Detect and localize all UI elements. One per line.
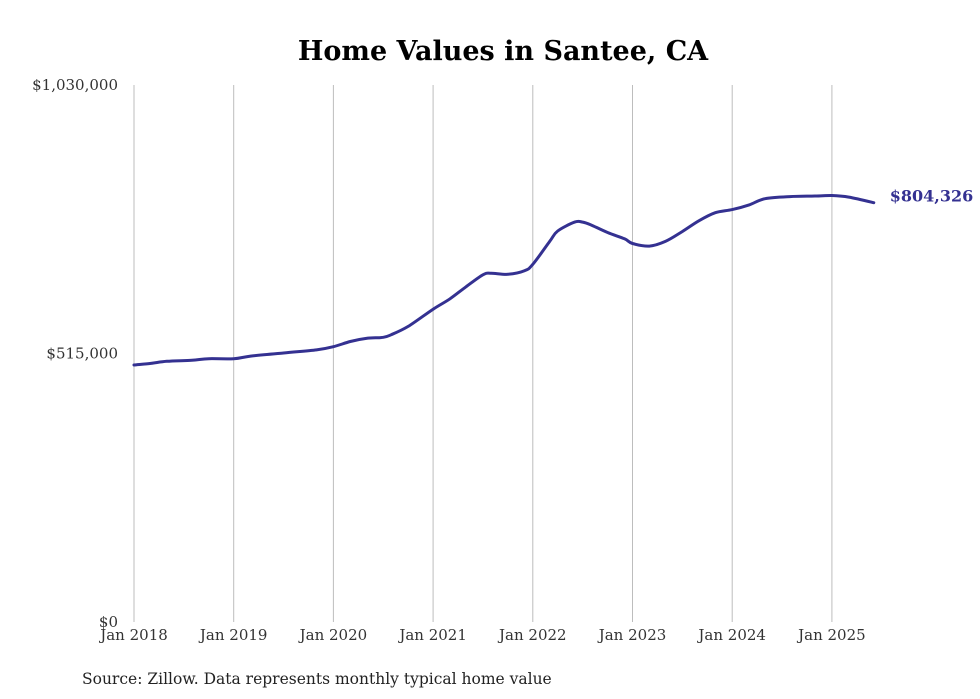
- x-tick-label: Jan 2020: [298, 626, 368, 644]
- series-line: [132, 193, 876, 367]
- x-tick-label: Jan 2023: [597, 626, 667, 644]
- y-tick-label: $0: [99, 613, 118, 631]
- y-tick-label: $515,000: [46, 345, 118, 363]
- vertical-gridlines: [133, 85, 833, 622]
- x-tick-label: Jan 2021: [397, 626, 467, 644]
- y-tick-label: $1,030,000: [32, 76, 118, 94]
- x-tick-label: Jan 2022: [497, 626, 567, 644]
- chart-title: Home Values in Santee, CA: [298, 36, 709, 67]
- x-tick-label: Jan 2024: [696, 626, 766, 644]
- x-tick-label: Jan 2025: [796, 626, 866, 644]
- end-value-label: $804,326: [890, 187, 974, 206]
- x-tick-label: Jan 2018: [98, 626, 168, 644]
- y-axis-ticks: $0 $515,000 $1,030,000: [32, 76, 118, 631]
- source-note: Source: Zillow. Data represents monthly …: [82, 670, 552, 688]
- x-tick-label: Jan 2019: [198, 626, 268, 644]
- x-axis-ticks: Jan 2018 Jan 2019 Jan 2020 Jan 2021 Jan 2022…: [98, 626, 865, 644]
